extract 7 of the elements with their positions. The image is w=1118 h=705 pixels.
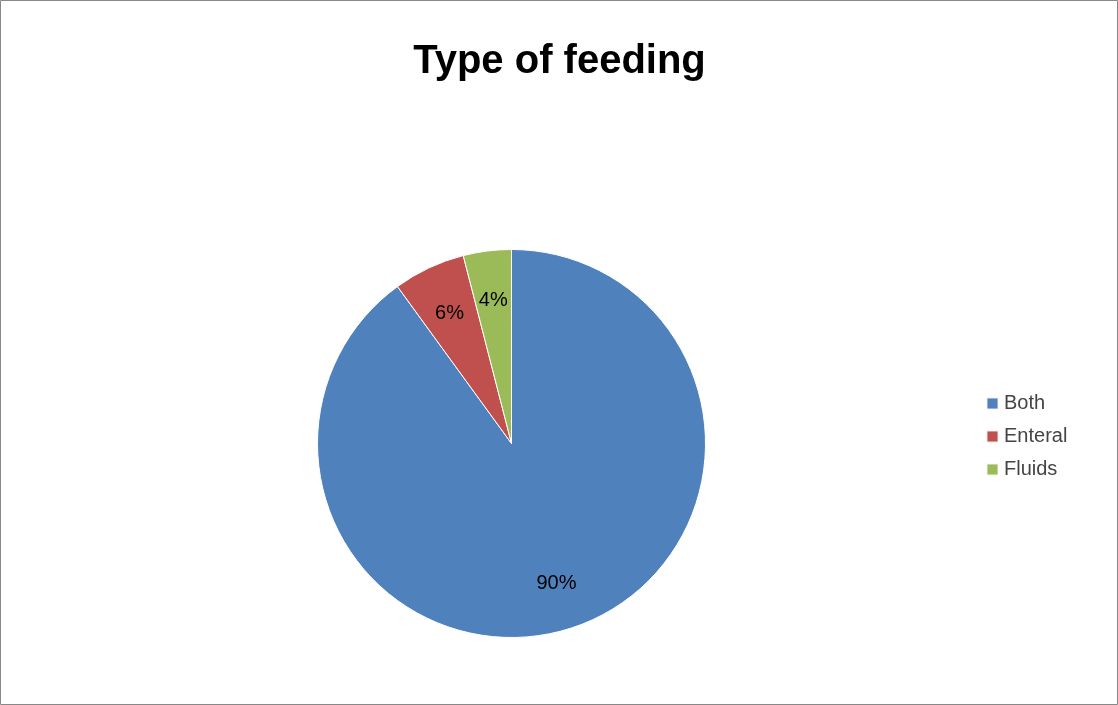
legend-label: Fluids	[1004, 457, 1058, 480]
data-label: 4%	[478, 288, 508, 311]
legend-label: Enteral	[1004, 424, 1068, 447]
data-label: 6%	[435, 300, 465, 323]
legend-label: Both	[1004, 391, 1046, 414]
chart-title: Type of feeding	[413, 36, 706, 81]
data-label: 90%	[536, 570, 577, 593]
